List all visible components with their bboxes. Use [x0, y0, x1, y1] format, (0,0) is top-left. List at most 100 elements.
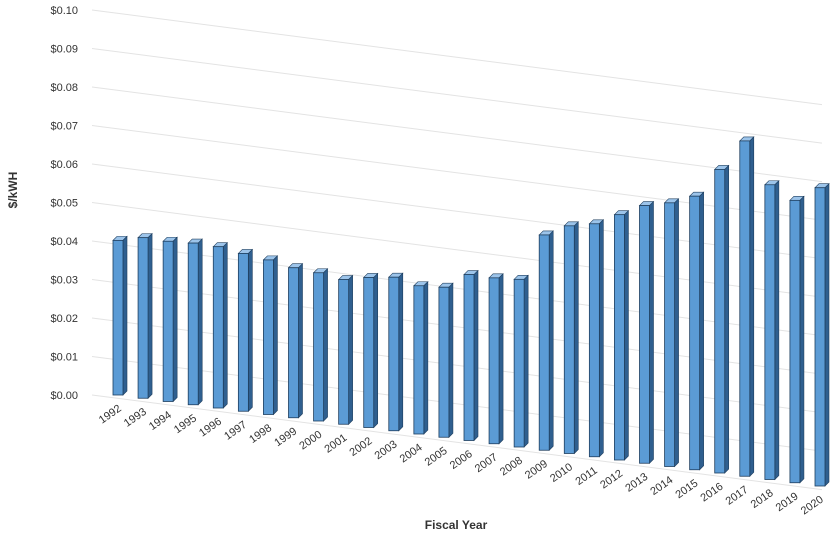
- bar-front-face: [790, 200, 800, 482]
- bar-front-face: [690, 196, 700, 470]
- y-tick-label: $0.07: [50, 121, 78, 133]
- x-tick-label: 1999: [272, 425, 299, 449]
- bar-front-face: [314, 273, 324, 421]
- bar-1995: [188, 239, 202, 405]
- bar-2018: [765, 181, 779, 480]
- y-tick-label: $0.02: [50, 313, 78, 325]
- y-tick-label: $0.09: [50, 44, 78, 56]
- bar-front-face: [439, 287, 449, 437]
- bar-front-face: [614, 215, 624, 460]
- gridline: [92, 126, 822, 221]
- x-tick-label: 2005: [423, 445, 450, 469]
- bar-2017: [740, 137, 754, 476]
- bar-2008: [514, 275, 528, 447]
- bar-side-face: [198, 239, 202, 405]
- bar-side-face: [299, 264, 303, 418]
- bar-1997: [238, 249, 252, 411]
- bar-side-face: [223, 243, 227, 408]
- x-tick-label: 1995: [172, 412, 199, 436]
- y-axis-title: $/kWH: [6, 172, 20, 209]
- bar-2004: [414, 282, 428, 434]
- bar-2011: [589, 220, 603, 457]
- bar-front-face: [464, 275, 474, 441]
- bar-front-face: [138, 238, 148, 399]
- bar-front-face: [589, 224, 599, 457]
- y-tick-label: $0.05: [50, 198, 78, 210]
- bar-side-face: [349, 276, 353, 425]
- bar-side-face: [524, 275, 528, 447]
- bar-side-face: [374, 273, 378, 427]
- bar-2019: [790, 196, 804, 482]
- bar-side-face: [474, 271, 478, 441]
- bar-front-face: [815, 188, 825, 486]
- bar-side-face: [675, 199, 679, 467]
- bar-2016: [715, 165, 729, 473]
- bar-2002: [364, 273, 378, 427]
- bar-side-face: [775, 181, 779, 480]
- gridline: [92, 10, 822, 105]
- gridline: [92, 49, 822, 144]
- bar-2007: [489, 274, 503, 444]
- x-tick-label: 2013: [623, 471, 650, 495]
- y-tick-label: $0.10: [50, 5, 78, 17]
- x-tick-label: 2017: [724, 484, 751, 508]
- bar-front-face: [364, 277, 374, 427]
- bar-side-face: [449, 283, 453, 437]
- bar-1994: [163, 237, 177, 401]
- bar-2003: [389, 273, 403, 431]
- x-tick-label: 1997: [222, 419, 249, 443]
- x-tick-label: 1996: [197, 416, 224, 440]
- bar-side-face: [624, 211, 628, 460]
- bar-side-face: [825, 184, 829, 486]
- bar-front-face: [188, 243, 198, 405]
- x-tick-label: 1992: [97, 403, 124, 427]
- bar-1998: [263, 256, 277, 415]
- bars: [113, 137, 829, 486]
- bar-2020: [815, 184, 829, 486]
- bar-front-face: [640, 206, 650, 464]
- bar-side-face: [700, 192, 704, 470]
- y-tick-label: $0.01: [50, 352, 78, 364]
- bar-front-face: [289, 268, 299, 418]
- bar-front-face: [740, 141, 750, 476]
- bar-side-face: [248, 249, 252, 411]
- bar-2005: [439, 283, 453, 437]
- y-tick-label: $0.08: [50, 82, 78, 94]
- bar-front-face: [263, 260, 273, 415]
- bar-2010: [564, 222, 578, 454]
- x-tick-label: 2000: [297, 429, 324, 453]
- x-tick-label: 2007: [473, 451, 500, 475]
- bar-front-face: [414, 286, 424, 434]
- bar-front-face: [163, 241, 173, 401]
- bar-side-face: [399, 273, 403, 431]
- x-tick-label: 2002: [348, 435, 375, 459]
- bar-front-face: [339, 280, 349, 425]
- bar-side-face: [424, 282, 428, 434]
- bar-1992: [113, 236, 127, 395]
- x-tick-label: 2001: [322, 432, 349, 456]
- x-axis-title: Fiscal Year: [425, 518, 488, 532]
- gridline: [92, 87, 822, 182]
- bar-side-face: [499, 274, 503, 444]
- bar-front-face: [715, 169, 725, 473]
- bar-side-face: [123, 236, 127, 395]
- bar-front-face: [489, 278, 499, 444]
- x-tick-label: 2015: [673, 477, 700, 501]
- bar-side-face: [650, 202, 654, 464]
- x-tick-label: 2011: [574, 465, 600, 488]
- x-tick-label: 1993: [122, 406, 149, 430]
- x-tick-label: 2016: [699, 481, 726, 505]
- x-tick-label: 2004: [398, 442, 425, 466]
- bar-front-face: [539, 235, 549, 450]
- bar-side-face: [599, 220, 603, 457]
- x-tick-label: 2012: [598, 468, 625, 492]
- bar-front-face: [665, 203, 675, 467]
- bar-side-face: [324, 269, 328, 421]
- bar-2000: [314, 269, 328, 421]
- bar-side-face: [725, 165, 729, 473]
- bar-front-face: [514, 279, 524, 447]
- bar-2009: [539, 231, 553, 450]
- bar-2012: [614, 211, 628, 460]
- bar-2013: [640, 202, 654, 464]
